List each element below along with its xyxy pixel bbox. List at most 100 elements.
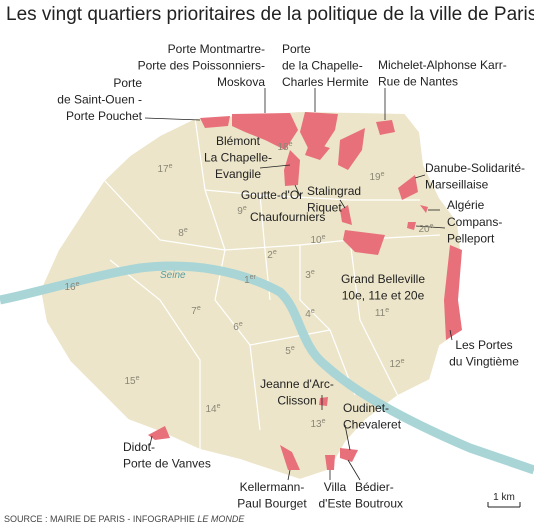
priority-zones	[148, 112, 462, 470]
zone-label: Porte	[113, 76, 142, 90]
district-label: 20e	[418, 223, 433, 235]
zone-label: Michelet-Alphonse Karr-	[378, 58, 507, 72]
district-number: 4	[305, 309, 311, 320]
district-suffix: e	[381, 171, 385, 178]
district-number: 18	[277, 142, 289, 153]
zone-label: Stalingrad	[307, 184, 361, 198]
zone-label: Porte de Vanves	[123, 457, 211, 471]
district-number: 20	[418, 224, 430, 235]
district-label: 5e	[285, 345, 295, 357]
leader-lines	[144, 88, 453, 481]
zone-label: Pelleport	[447, 232, 495, 246]
district-suffix: e	[217, 403, 221, 410]
source: SOURCE : MAIRIE DE PARIS - INFOGRAPHIE L…	[4, 514, 245, 524]
district-label: 19e	[369, 171, 384, 183]
zone-label: Les Portes	[455, 338, 512, 352]
district-label: 10e	[310, 234, 325, 246]
district-suffix: e	[311, 308, 315, 315]
district-label: 4e	[305, 308, 315, 320]
district-label: 16e	[64, 281, 79, 293]
district-number: 19	[369, 172, 381, 183]
zone-label: Evangile	[215, 167, 261, 181]
district-number: 7	[191, 306, 197, 317]
zone-label: Porte Pouchet	[66, 109, 143, 123]
zone-label: La Chapelle-	[204, 151, 272, 165]
source-publisher: LE MONDE	[197, 514, 245, 524]
district-label: 12e	[389, 358, 404, 370]
district-number: 6	[233, 322, 239, 333]
zone-label: Clisson	[277, 394, 316, 408]
district-suffix: e	[289, 141, 293, 148]
zone-label: Marseillaise	[425, 178, 489, 192]
district-label: 3e	[305, 269, 315, 281]
district-label: 9e	[237, 205, 247, 217]
zone-label: Riquet	[307, 201, 342, 215]
district-label: 6e	[233, 321, 243, 333]
district-number: 11	[375, 308, 386, 319]
district-number: 9	[237, 206, 243, 217]
zone-label: Villa	[324, 480, 347, 494]
zone-label: Boutroux	[355, 497, 403, 511]
district-suffix: e	[169, 163, 173, 170]
district-suffix: e	[322, 418, 326, 425]
district-suffix: e	[322, 234, 326, 241]
district-suffix: e	[430, 223, 434, 230]
scale-label: 1 km	[493, 492, 515, 503]
district-number: 1	[244, 275, 250, 286]
district-suffix: e	[385, 307, 389, 314]
district-suffix: e	[291, 345, 295, 352]
zone-label: du Vingtième	[449, 355, 519, 369]
seine	[0, 261, 534, 475]
zone-label: Charles Hermite	[282, 75, 369, 89]
zone-label: Kellermann-	[240, 480, 305, 494]
zone-label: Bédier-	[355, 480, 394, 494]
zone-label: Porte	[282, 42, 311, 56]
district-suffix: e	[239, 321, 243, 328]
district-label: 11e	[375, 307, 389, 319]
district-suffix: e	[136, 375, 140, 382]
zone-label: d'Este	[319, 497, 352, 511]
zone-label: Oudinet-	[343, 401, 389, 415]
zone-label: Rue de Nantes	[378, 75, 458, 89]
district-number: 13	[310, 419, 322, 430]
zone-label: Paul Bourget	[237, 497, 307, 511]
district-number: 3	[305, 270, 311, 281]
district-number: 5	[285, 346, 291, 357]
zone-label: Jeanne d'Arc-	[260, 377, 334, 391]
district-number: 12	[389, 359, 401, 370]
zone-label: Porte des Poissonniers-	[138, 59, 265, 73]
district-number: 17	[157, 164, 169, 175]
district-label: 7e	[191, 305, 201, 317]
district-number: 10	[310, 235, 322, 246]
zone-label: 10e, 11e et 20e	[342, 289, 425, 303]
zone-label: Goutte-d'Or	[241, 188, 303, 202]
district-suffix: e	[401, 358, 405, 365]
title: Les vingt quartiers prioritaires de la p…	[6, 4, 534, 25]
district-suffix: e	[273, 249, 277, 256]
district-number: 8	[178, 228, 184, 239]
zone-label: de Saint-Ouen -	[57, 93, 142, 107]
zone-label: Chaufourniers	[250, 210, 325, 224]
zone-label: Grand Belleville	[341, 272, 425, 286]
zone-label: Compans-	[447, 215, 502, 229]
district-suffix: e	[197, 305, 201, 312]
district-number: 16	[64, 282, 76, 293]
district-label: 13e	[310, 418, 325, 430]
zone-label: Algérie	[447, 198, 485, 212]
river-label: Seine	[160, 270, 186, 281]
district-number: 14	[205, 404, 217, 415]
district-number: 15	[124, 376, 136, 387]
zone-label: Porte Montmartre-	[168, 42, 265, 56]
zone-label: Moskova	[217, 75, 265, 89]
zone-label: Didot-	[123, 440, 155, 454]
zone-label: Danube-Solidarité-	[425, 161, 525, 175]
zone-label: Chevaleret	[343, 418, 402, 432]
district-suffix: e	[184, 227, 188, 234]
district-label: 14e	[205, 403, 220, 415]
district-label: 2e	[267, 249, 277, 261]
district-number: 2	[267, 250, 273, 261]
district-label: 15e	[124, 375, 139, 387]
